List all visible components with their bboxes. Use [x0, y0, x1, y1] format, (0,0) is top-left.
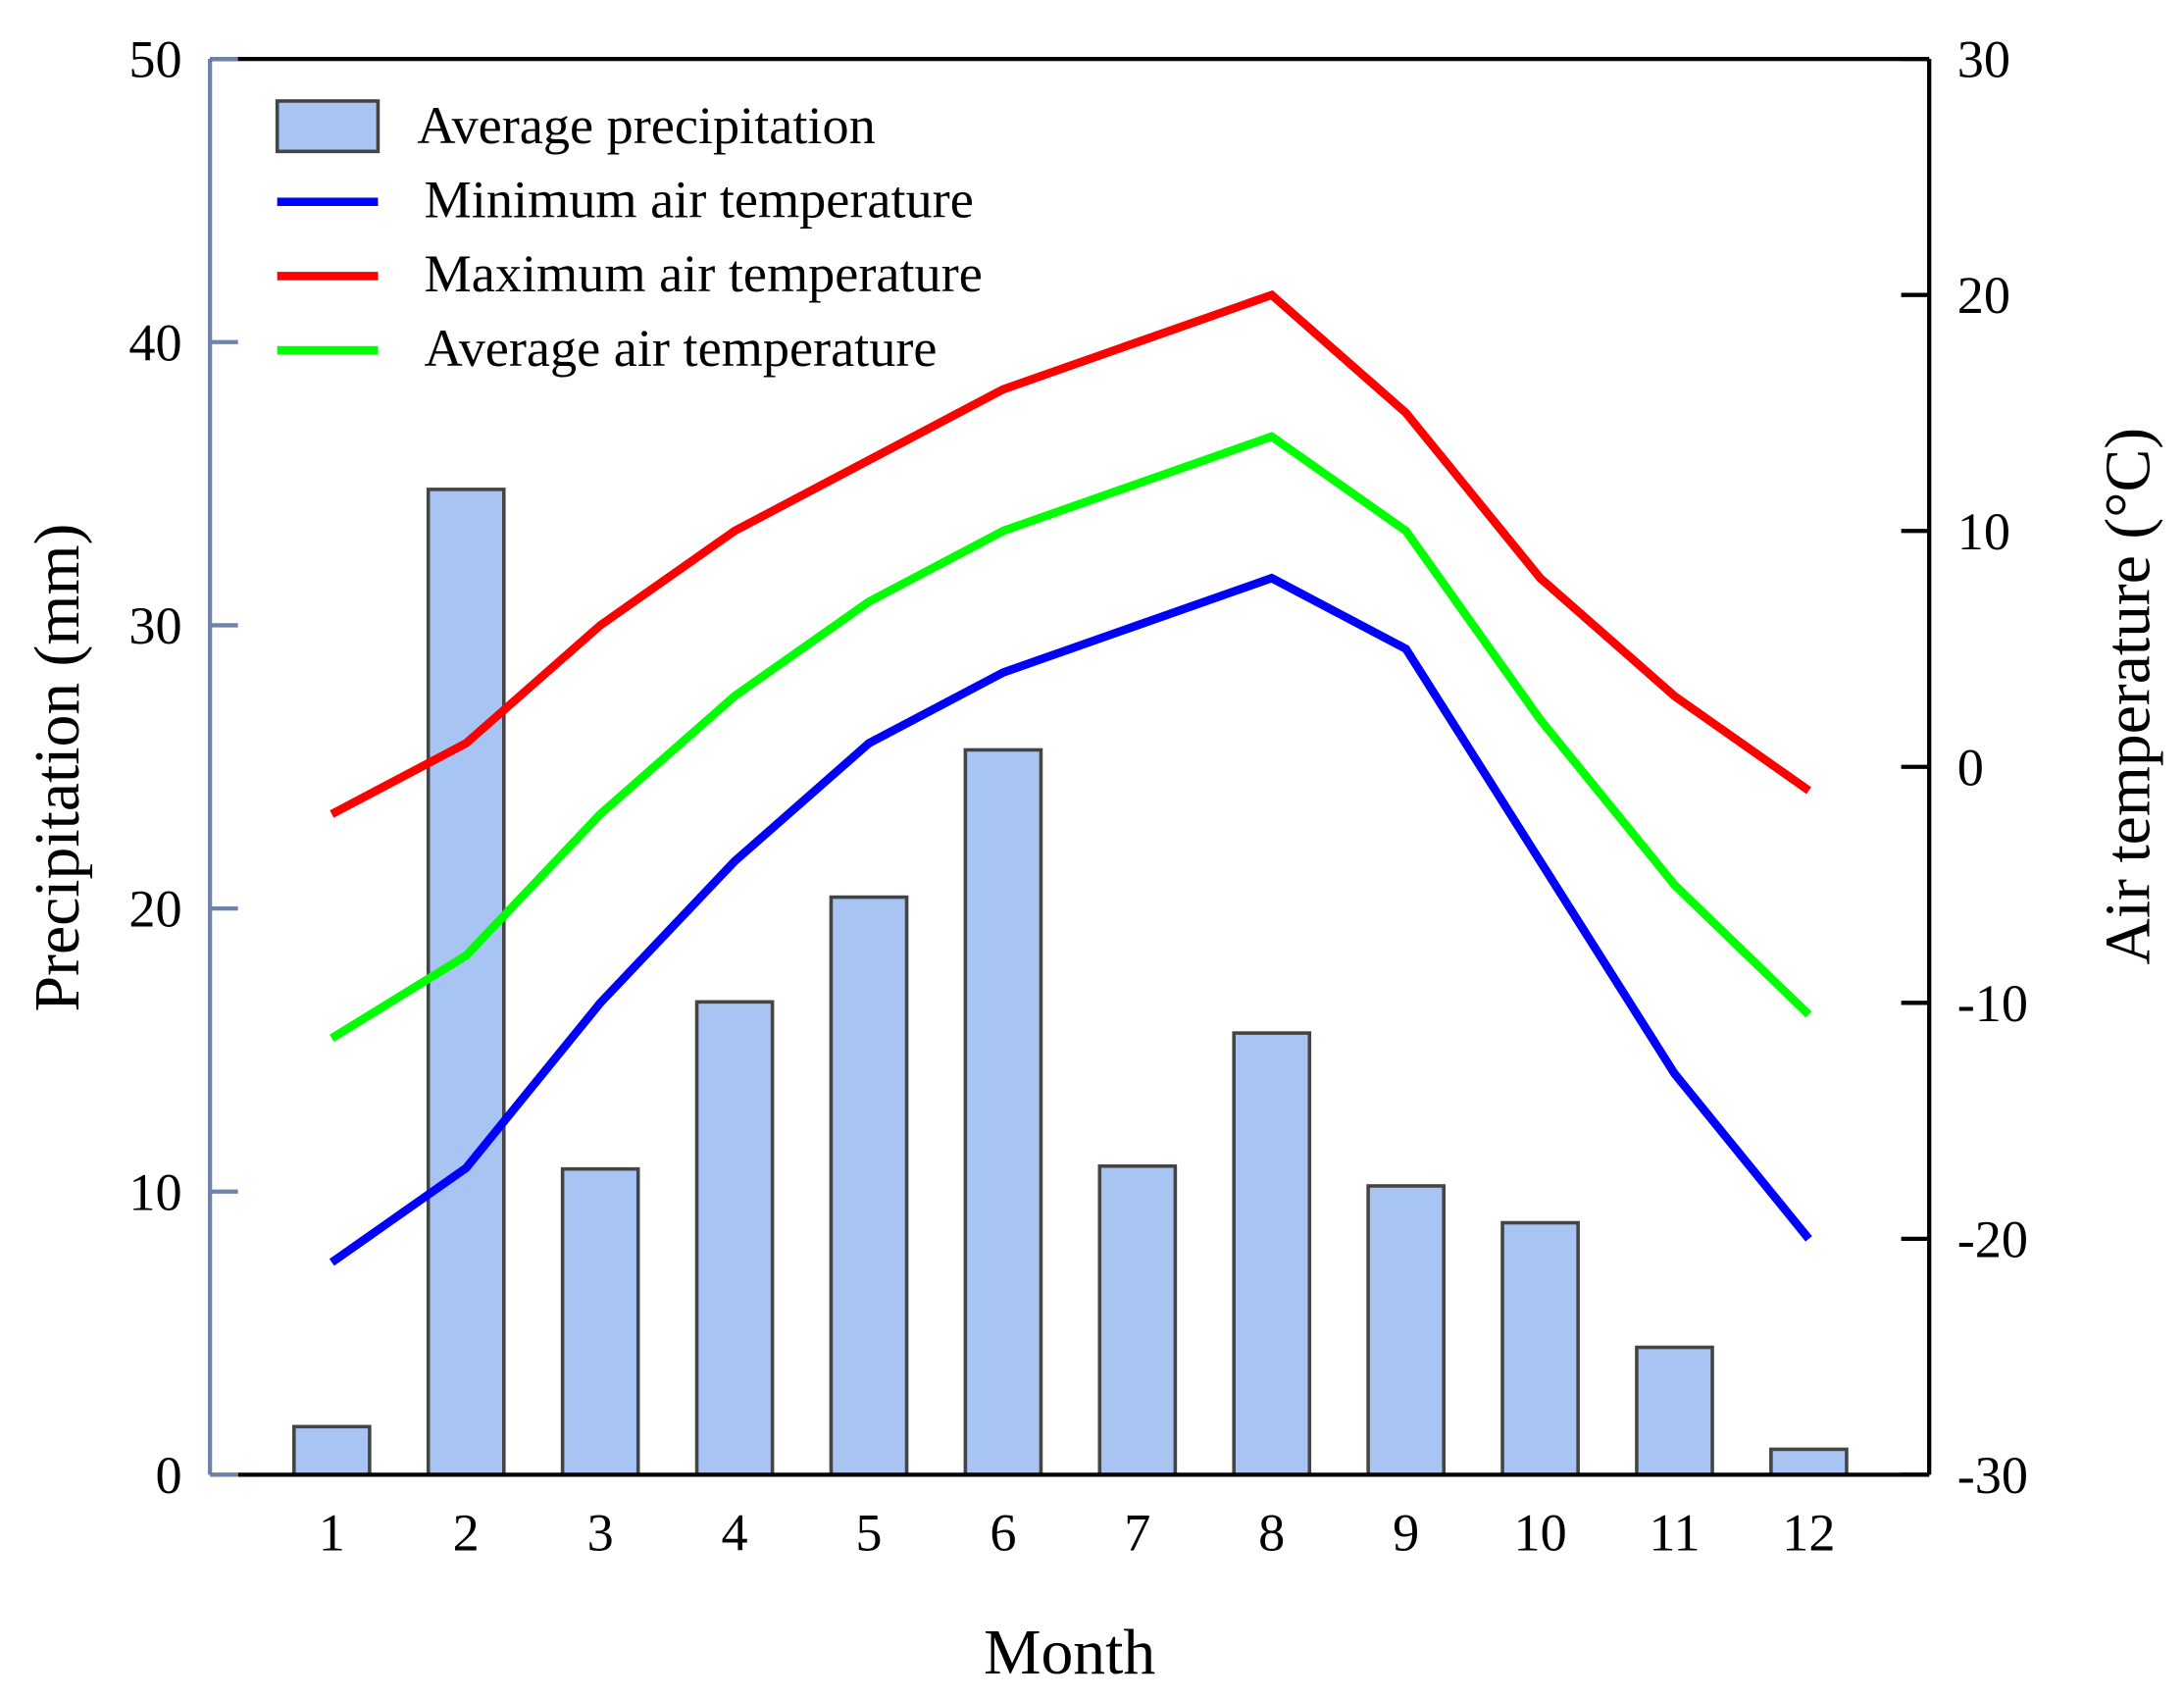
legend-swatch-precipitation	[275, 99, 381, 154]
x-tick-label: 2	[453, 1503, 480, 1562]
bar-month-11	[1635, 1345, 1714, 1477]
legend-label-min-temp: Minimum air temperature	[425, 170, 974, 229]
line-maximum-air-temperature	[330, 289, 1811, 818]
legend-label-max-temp: Maximum air temperature	[425, 244, 983, 303]
x-tick-label: 6	[990, 1503, 1016, 1562]
bar-month-8	[1232, 1031, 1312, 1477]
right-tick-label: -20	[1957, 1210, 2028, 1268]
x-tick-label: 3	[587, 1503, 614, 1562]
x-tick-label: 1	[319, 1503, 345, 1562]
bar-month-3	[560, 1166, 640, 1477]
x-tick-label: 9	[1393, 1503, 1419, 1562]
left-tick-label: 0	[155, 1446, 181, 1505]
bar-month-12	[1769, 1447, 1849, 1477]
legend-label-avg-temp: Average air temperature	[425, 319, 938, 378]
legend-label-precipitation: Average precipitation	[417, 96, 875, 155]
x-tick-label: 7	[1124, 1503, 1150, 1562]
right-tick-label: 30	[1957, 30, 2010, 89]
line-average-air-temperature	[330, 432, 1812, 1043]
bar-month-4	[694, 1000, 775, 1477]
bar-month-1	[292, 1424, 372, 1477]
x-axis-label: Month	[984, 1617, 1155, 1688]
right-tick-label: 0	[1957, 738, 1984, 797]
bar-month-2	[426, 488, 506, 1477]
right-tick-label: -30	[1957, 1446, 2028, 1505]
x-tick-label: 10	[1513, 1503, 1566, 1562]
x-tick-label: 4	[722, 1503, 748, 1562]
left-tick-label: 20	[128, 880, 181, 939]
bars-group	[292, 488, 1849, 1477]
right-tick-label: 10	[1957, 502, 2010, 561]
x-tick-label: 12	[1782, 1503, 1835, 1562]
lines-group	[329, 289, 1812, 1266]
left-tick-label: 40	[128, 313, 181, 372]
left-tick-label: 30	[128, 596, 181, 655]
left-tick-label: 10	[128, 1162, 181, 1221]
bar-month-9	[1366, 1184, 1446, 1477]
x-tick-label: 5	[855, 1503, 882, 1562]
bar-month-7	[1097, 1163, 1178, 1477]
right-tick-label: 20	[1957, 266, 2010, 325]
line-minimum-air-temperature	[329, 573, 1812, 1266]
bar-month-6	[963, 747, 1043, 1477]
x-tick-label: 8	[1258, 1503, 1285, 1562]
left-tick-label: 50	[128, 30, 181, 89]
y-axis-right-label: Air temperature (°C)	[2092, 428, 2163, 965]
right-tick-label: -10	[1957, 974, 2028, 1033]
legend: Average precipitation Minimum air temper…	[275, 96, 983, 378]
bar-month-10	[1500, 1220, 1580, 1477]
bar-month-5	[829, 895, 909, 1477]
y-axis-left-label: Precipitation (mm)	[22, 524, 93, 1012]
x-tick-label: 11	[1649, 1503, 1700, 1562]
